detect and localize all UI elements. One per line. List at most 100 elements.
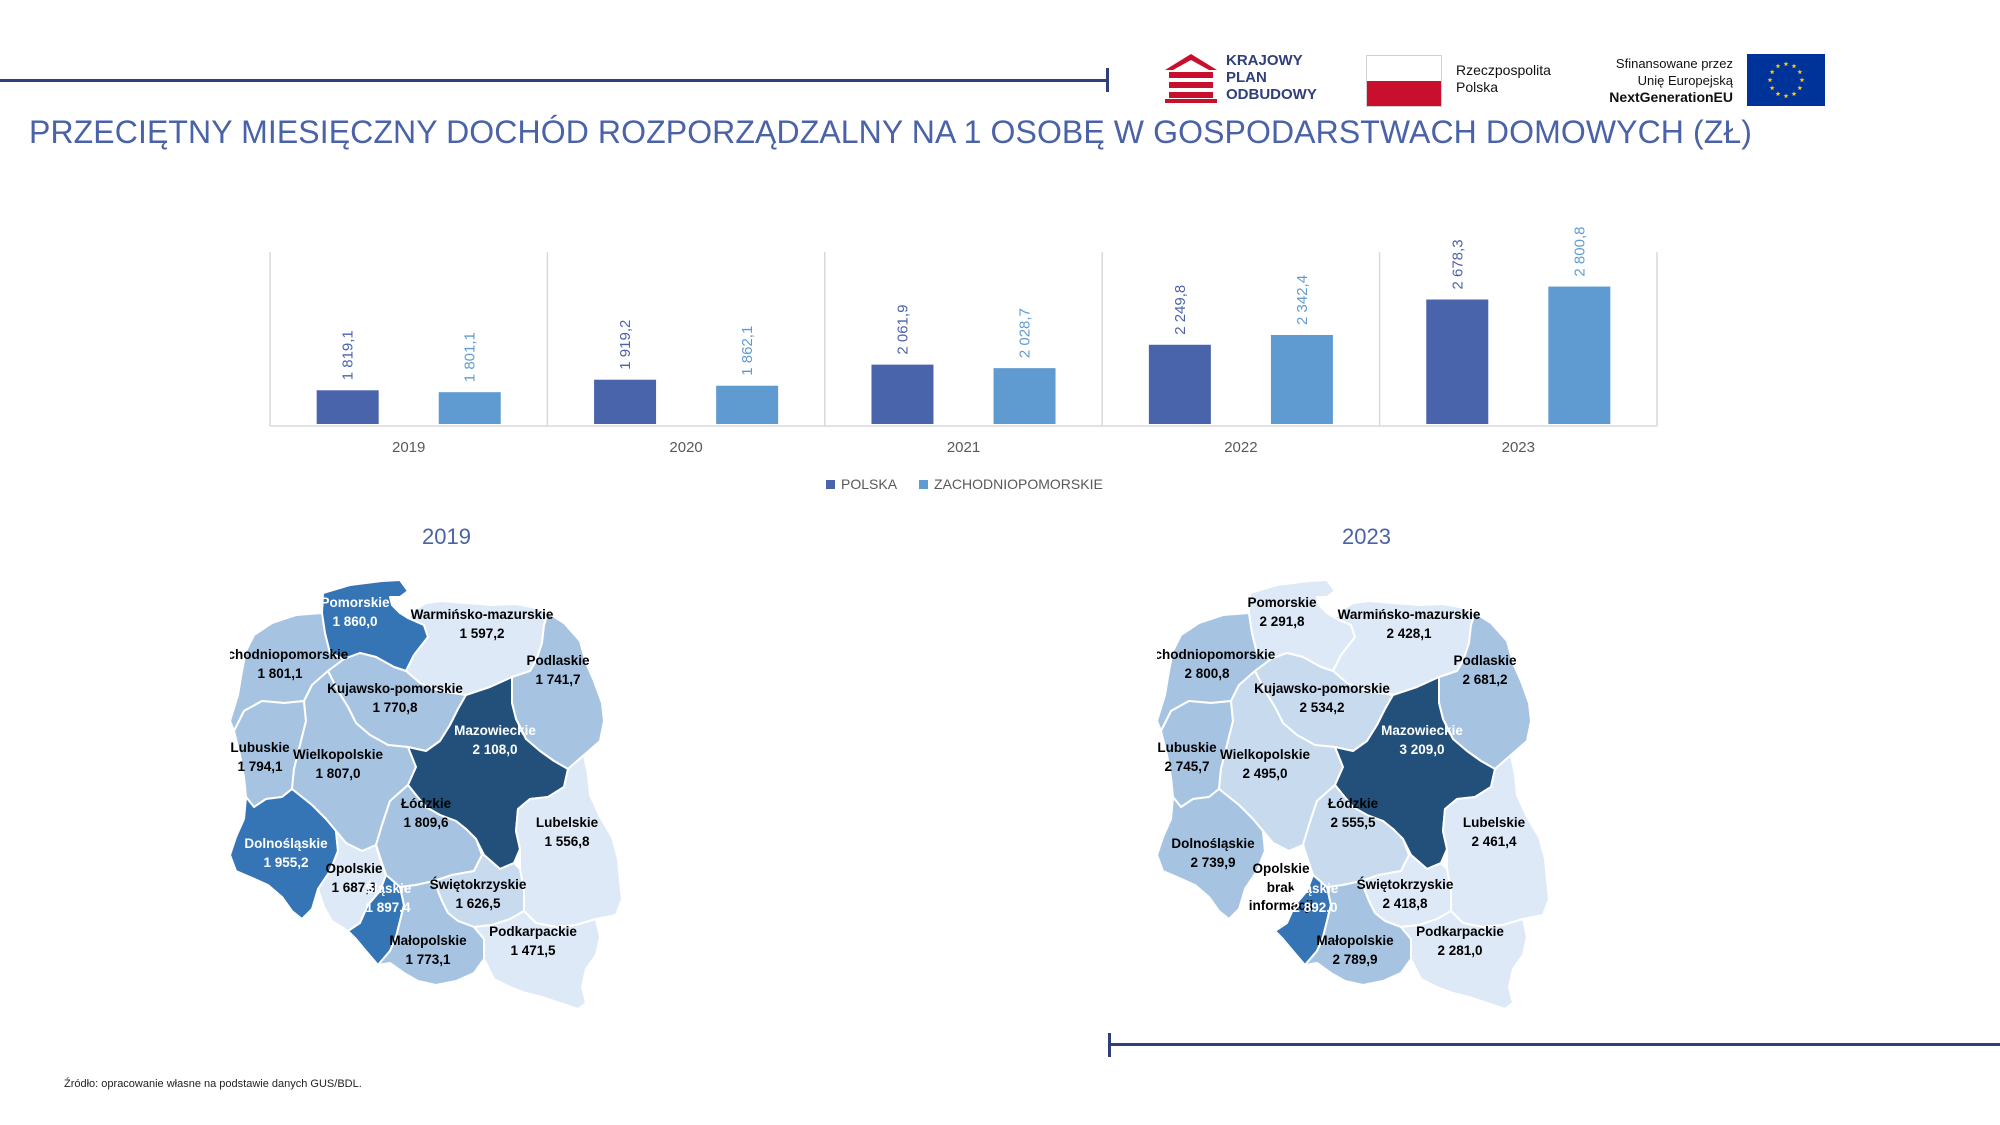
region-value-slaskie: 1 897,4 xyxy=(365,900,411,915)
region-value-dolnoslaskie: 1 955,2 xyxy=(263,855,308,870)
region-value-opolskie: informacji xyxy=(1249,898,1314,913)
data-label: 2 249,8 xyxy=(1172,285,1189,335)
legend-swatch-polska xyxy=(826,479,835,489)
region-dolnoslaskie xyxy=(230,788,339,920)
region-value-wielkopolskie: 2 495,0 xyxy=(1242,766,1287,781)
region-value-swietokrzyskie: 2 418,8 xyxy=(1382,896,1428,911)
bar-zachodniopomorskie-2020 xyxy=(716,385,779,424)
region-label-wielkopolskie: Wielkopolskie xyxy=(293,747,383,762)
region-value-swietokrzyskie: 1 626,5 xyxy=(455,896,501,911)
region-label-mazowieckie: Mazowieckie xyxy=(1381,723,1463,738)
bar-zachodniopomorskie-2023 xyxy=(1548,286,1611,424)
x-tick-label-2022: 2022 xyxy=(1224,439,1257,456)
x-tick-label-2020: 2020 xyxy=(669,439,702,456)
region-label-warminsko-mazurskie: Warmińsko-mazurskie xyxy=(1338,607,1481,622)
x-tick-label-2021: 2021 xyxy=(947,439,980,456)
kpo-logo-text: KRAJOWY PLAN ODBUDOWY xyxy=(1226,52,1317,103)
x-tick-label-2023: 2023 xyxy=(1502,439,1535,456)
region-malopolskie xyxy=(1304,880,1412,986)
region-label-slaskie: Śląskie xyxy=(365,881,412,896)
x-tick-label-2019: 2019 xyxy=(392,439,425,456)
region-label-warminsko-mazurskie: Warmińsko-mazurskie xyxy=(411,607,554,622)
map-title-2023: 2023 xyxy=(1342,524,1391,549)
region-value-podkarpackie: 2 281,0 xyxy=(1437,943,1482,958)
data-label: 1 801,1 xyxy=(462,332,479,382)
region-value-podlaskie: 1 741,7 xyxy=(535,672,580,687)
eu-funding-line-2: Unię Europejską xyxy=(1637,73,1733,88)
region-value-dolnoslaskie: 2 739,9 xyxy=(1190,855,1235,870)
region-value-lubuskie: 1 794,1 xyxy=(237,759,283,774)
bar-polska-2021 xyxy=(871,364,934,424)
region-label-lubelskie: Lubelskie xyxy=(536,815,599,830)
region-value-zachodniopomorskie: 2 800,8 xyxy=(1184,666,1230,681)
region-label-dolnoslaskie: Dolnośląskie xyxy=(1171,836,1255,851)
legend-item-polska: POLSKA xyxy=(826,476,897,492)
region-value-kujawsko-pomorskie: 2 534,2 xyxy=(1299,700,1344,715)
bar-polska-2023 xyxy=(1426,299,1489,424)
legend-item-zachodniopomorskie: ZACHODNIOPOMORSKIE xyxy=(919,476,1103,492)
rzeczpospolita-logo: Rzeczpospolita Polska xyxy=(1366,55,1566,107)
region-label-lodzkie: Łódzkie xyxy=(1328,796,1379,811)
footer-rule xyxy=(1110,1043,2000,1046)
kpo-logo: KRAJOWY PLAN ODBUDOWY xyxy=(1165,52,1345,108)
eu-funding-logo: Sfinansowane przez Unię Europejską NextG… xyxy=(1590,54,1825,108)
region-label-malopolskie: Małopolskie xyxy=(389,933,467,948)
bar-polska-2019 xyxy=(316,390,379,424)
region-value-lubelskie: 2 461,4 xyxy=(1471,834,1517,849)
region-label-swietokrzyskie: Świętokrzyskie xyxy=(430,877,527,892)
region-label-kujawsko-pomorskie: Kujawsko-pomorskie xyxy=(327,681,463,696)
region-label-lubuskie: Lubuskie xyxy=(230,740,290,755)
region-label-podlaskie: Podlaskie xyxy=(1453,653,1517,668)
region-value-opolskie: 1 687,3 xyxy=(331,880,377,895)
eu-funding-line-1: Sfinansowane przez xyxy=(1615,56,1733,71)
region-label-opolskie: Opolskie xyxy=(1252,861,1310,876)
region-label-podlaskie: Podlaskie xyxy=(526,653,590,668)
bar-zachodniopomorskie-2022 xyxy=(1270,334,1333,424)
region-value-podlaskie: 2 681,2 xyxy=(1462,672,1507,687)
region-label-lubuskie: Lubuskie xyxy=(1157,740,1217,755)
region-podkarpackie xyxy=(1400,910,1528,1010)
polish-flag-icon xyxy=(1366,55,1442,107)
region-value-pomorskie: 1 860,0 xyxy=(332,614,377,629)
region-label-dolnoslaskie: Dolnośląskie xyxy=(244,836,328,851)
footer-rule-cap xyxy=(1108,1033,1111,1057)
eu-funding-line-3: NextGenerationEU xyxy=(1609,89,1733,105)
region-label-pomorskie: Pomorskie xyxy=(320,595,390,610)
legend-swatch-zachodniopomorskie xyxy=(919,479,929,489)
region-value-lodzkie: 1 809,6 xyxy=(403,815,449,830)
region-label-zachodniopomorskie: Zachodniopomorskie xyxy=(230,647,349,662)
region-label-kujawsko-pomorskie: Kujawsko-pomorskie xyxy=(1254,681,1390,696)
region-label-lubelskie: Lubelskie xyxy=(1463,815,1526,830)
region-label-opolskie: Opolskie xyxy=(325,861,383,876)
bar-chart: 1 819,1 1 801,1 2019 1 919,2 1 862,1 2020 2 06… xyxy=(269,227,1658,456)
data-label: 2 061,9 xyxy=(894,305,911,355)
legend-label-polska: POLSKA xyxy=(841,476,898,492)
region-malopolskie xyxy=(377,880,485,986)
bar-polska-2022 xyxy=(1148,344,1211,424)
region-value-slaskie: 2 892,0 xyxy=(1292,900,1337,915)
data-label: 2 678,3 xyxy=(1449,239,1466,289)
region-label-wielkopolskie: Wielkopolskie xyxy=(1220,747,1310,762)
region-value-mazowieckie: 3 209,0 xyxy=(1399,742,1444,757)
region-value-wielkopolskie: 1 807,0 xyxy=(315,766,360,781)
kpo-logo-icon xyxy=(1165,54,1217,103)
region-value-malopolskie: 1 773,1 xyxy=(405,952,451,967)
region-label-mazowieckie: Mazowieckie xyxy=(454,723,536,738)
bar-zachodniopomorskie-2021 xyxy=(993,368,1056,424)
region-value-warminsko-mazurskie: 1 597,2 xyxy=(459,626,504,641)
region-value-warminsko-mazurskie: 2 428,1 xyxy=(1386,626,1432,641)
legend-label-zachodniopomorskie: ZACHODNIOPOMORSKIE xyxy=(934,476,1103,492)
region-label-swietokrzyskie: Świętokrzyskie xyxy=(1357,877,1454,892)
region-label-malopolskie: Małopolskie xyxy=(1316,933,1394,948)
region-value-zachodniopomorskie: 1 801,1 xyxy=(257,666,303,681)
region-podkarpackie xyxy=(473,910,601,1010)
region-value-lubelskie: 1 556,8 xyxy=(544,834,590,849)
source-note: Źródło: opracowanie własne na podstawie … xyxy=(64,1078,362,1090)
region-value-malopolskie: 2 789,9 xyxy=(1332,952,1377,967)
region-dolnoslaskie xyxy=(1157,788,1266,920)
region-label-podkarpackie: Podkarpackie xyxy=(489,924,577,939)
region-value-opolskie: brak xyxy=(1267,880,1296,895)
region-label-slaskie: Śląskie xyxy=(1292,881,1339,896)
data-label: 1 862,1 xyxy=(739,326,756,376)
region-value-lodzkie: 2 555,5 xyxy=(1330,815,1376,830)
